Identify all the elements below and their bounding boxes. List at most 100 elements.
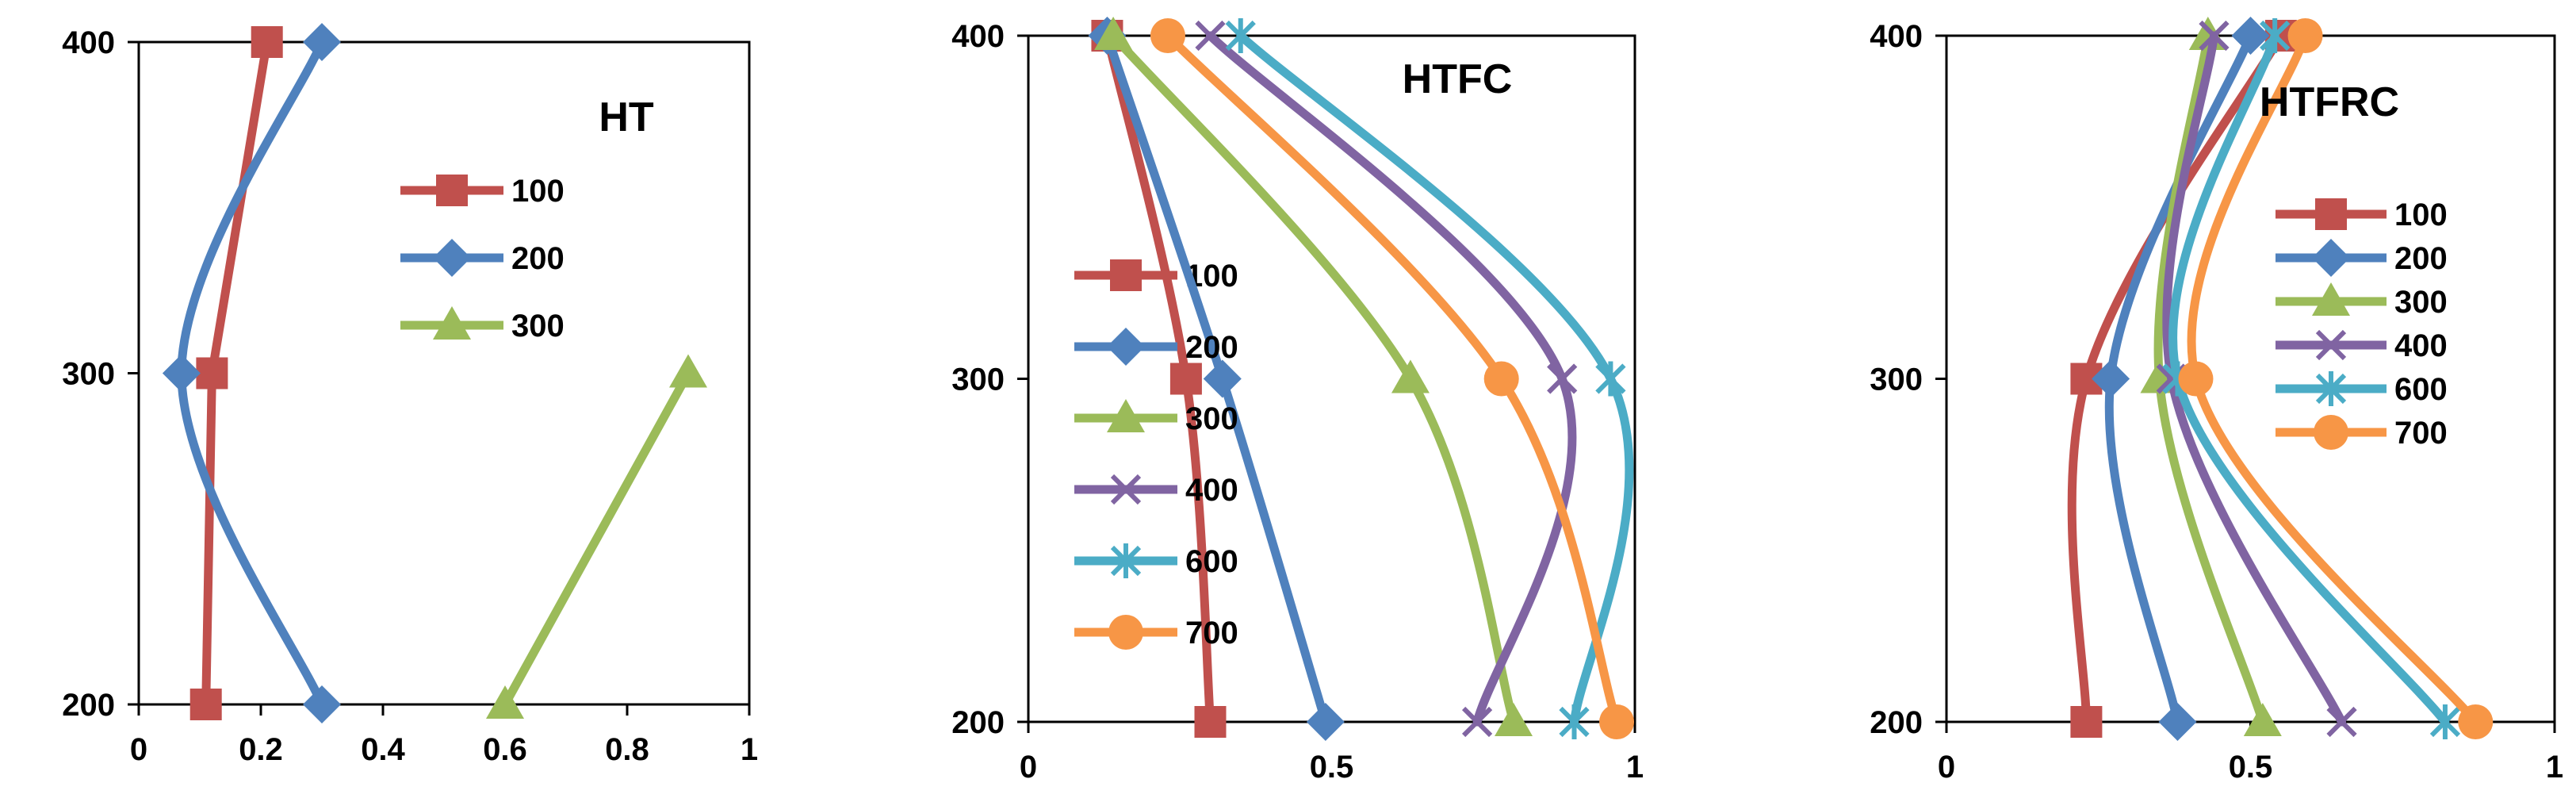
data-point-200 <box>162 354 201 393</box>
data-point-600 <box>1595 361 1626 397</box>
data-point-700 <box>1483 361 1519 397</box>
chart-panel-2: 0 0.5 1 200 300 400 100 200 300 400 600 700 HTFC <box>951 17 1644 785</box>
legend-item-300: 300 <box>1074 399 1238 436</box>
legend-item-300: 300 <box>400 306 565 343</box>
legend-item-600: 600 <box>2276 371 2448 407</box>
data-point-400 <box>1461 706 1493 738</box>
x-tick-label: 0 <box>1020 750 1037 785</box>
chart-title: HT <box>599 94 654 140</box>
data-point-100 <box>196 357 228 389</box>
data-point-700 <box>2458 704 2494 739</box>
data-point-200 <box>2092 359 2130 398</box>
y-tick-label: 400 <box>1870 19 1923 54</box>
legend-item-400: 400 <box>2276 328 2448 363</box>
data-point-200 <box>303 685 341 723</box>
x-tick-label: 0.8 <box>605 732 649 767</box>
x-tick-label: 1 <box>741 732 758 767</box>
legend-swatch-marker <box>436 175 468 206</box>
legend-label: 300 <box>2394 285 2448 320</box>
data-point-400 <box>1547 363 1578 394</box>
legend-label: 300 <box>511 309 565 343</box>
plot-frame <box>137 40 751 706</box>
legend-label: 100 <box>2394 198 2448 232</box>
data-point-200 <box>1306 703 1345 741</box>
data-point-300 <box>669 354 707 388</box>
series-700 <box>1150 18 1635 739</box>
legend-swatch-marker <box>1110 474 1142 505</box>
series-400 <box>1195 20 1578 738</box>
legend-label: 700 <box>2394 416 2448 451</box>
legend-swatch-marker <box>433 239 471 277</box>
y-tick-label: 300 <box>62 357 115 392</box>
series-100 <box>2067 20 2297 738</box>
x-tick-label: 0.4 <box>361 732 405 767</box>
legend-item-100: 100 <box>2276 198 2448 232</box>
x-tick-label: 1 <box>1626 750 1644 785</box>
data-point-300 <box>1094 17 1133 50</box>
data-point-300 <box>1495 703 1533 736</box>
y-tick-label: 300 <box>951 363 1005 397</box>
series-200 <box>2092 17 2270 741</box>
legend-item-700: 700 <box>1074 615 1238 650</box>
legend-label: 400 <box>1185 473 1238 508</box>
legend-swatch-marker <box>1107 328 1145 366</box>
legend-label: 700 <box>1185 616 1238 650</box>
y-tick-label: 200 <box>951 705 1005 740</box>
data-point-100 <box>1169 363 1202 395</box>
series-700 <box>2178 18 2494 739</box>
y-tick-label: 400 <box>951 19 1005 54</box>
data-point-700 <box>1599 704 1635 739</box>
data-point-600 <box>1225 18 1256 53</box>
data-point-700 <box>1150 18 1185 53</box>
legend-item-700: 700 <box>2276 415 2448 451</box>
x-tick-label: 0 <box>130 732 147 767</box>
chart-title: HTFC <box>1403 56 1513 102</box>
data-point-300 <box>486 685 524 719</box>
y-tick-label: 200 <box>62 688 115 723</box>
x-tick-label: 0.5 <box>1310 750 1354 785</box>
data-point-200 <box>303 23 341 61</box>
series-300 <box>486 354 707 719</box>
legend-item-100: 100 <box>1074 259 1238 294</box>
x-tick-label: 0.2 <box>239 732 283 767</box>
chart-title: HTFRC <box>2260 79 2399 125</box>
chart-panel-1: 0 0.2 0.4 0.6 0.8 1 200 300 400 100 200 300 HT <box>62 23 758 767</box>
legend-item-200: 200 <box>2276 239 2448 277</box>
data-point-200 <box>2158 703 2197 741</box>
data-point-600 <box>2260 18 2291 53</box>
series-600 <box>1225 18 1634 739</box>
legend-swatch-marker <box>433 306 471 340</box>
series-200 <box>162 23 341 723</box>
legend-label: 200 <box>1185 330 1238 365</box>
legend-swatch-marker <box>1108 615 1143 650</box>
legend-item-200: 200 <box>400 239 565 277</box>
series-400 <box>2156 20 2357 738</box>
series-600 <box>2162 18 2461 739</box>
series-line-400 <box>1206 31 1577 727</box>
legend-swatch-marker <box>2315 371 2347 406</box>
data-point-600 <box>1559 704 1590 739</box>
plot-frame <box>1945 34 2556 723</box>
legend-swatch-marker <box>1110 259 1142 291</box>
legend-label: 300 <box>1185 401 1238 436</box>
legend-item-200: 200 <box>1074 328 1238 366</box>
data-point-100 <box>2070 706 2103 738</box>
y-tick-label: 200 <box>1870 705 1923 740</box>
data-point-400 <box>2199 20 2230 52</box>
legend-label: 100 <box>511 174 565 209</box>
legend-swatch-marker <box>2314 415 2348 450</box>
y-tick-label: 400 <box>62 25 115 60</box>
data-point-700 <box>2287 18 2323 53</box>
legend-swatch-marker <box>1110 543 1142 578</box>
legend-swatch-marker <box>2312 239 2350 277</box>
data-point-400 <box>2326 706 2357 738</box>
data-point-600 <box>2429 704 2461 739</box>
legend-label: 200 <box>511 241 565 276</box>
data-point-700 <box>2178 361 2214 397</box>
y-tick-label: 300 <box>1870 363 1923 397</box>
x-tick-label: 0.5 <box>2229 750 2273 785</box>
legend-item-100: 100 <box>400 174 565 209</box>
x-tick-label: 0 <box>1938 750 1955 785</box>
legend-label: 600 <box>1185 544 1238 579</box>
